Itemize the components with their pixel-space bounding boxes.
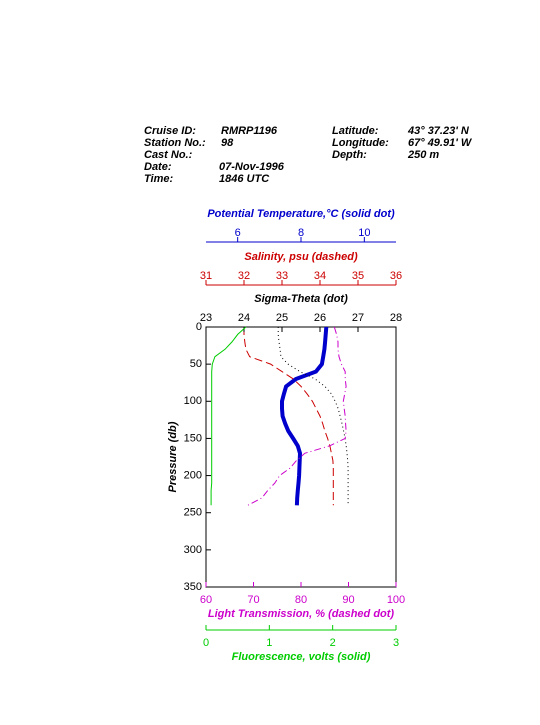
header-label: Latitude: (332, 125, 379, 137)
x-tick-label: 23 (200, 312, 212, 324)
header-label: Date: (144, 161, 172, 173)
y-tick-label: 0 (196, 321, 202, 333)
profile-line (277, 327, 349, 506)
profile-line (210, 326, 247, 506)
x-tick-label: 70 (247, 594, 259, 606)
x-tick-label: 10 (358, 227, 370, 239)
x-tick-label: 27 (352, 312, 364, 324)
x-tick-label: 31 (200, 270, 212, 282)
x-tick-label: 2 (330, 637, 336, 649)
x-axis-title: Light Transmission, % (dashed dot) (208, 608, 395, 620)
x-axis-title: Fluorescence, volts (solid) (232, 651, 371, 663)
header-label: Time: (144, 173, 173, 185)
x-tick-label: 90 (342, 594, 354, 606)
y-tick-label: 250 (184, 507, 202, 519)
x-tick-label: 34 (314, 270, 326, 282)
y-tick-label: 150 (184, 432, 202, 444)
x-tick-label: 24 (238, 312, 250, 324)
y-axis-label: Pressure (db) (167, 421, 179, 492)
x-tick-label: 36 (390, 270, 402, 282)
x-tick-label: 28 (390, 312, 402, 324)
header-value: 98 (221, 137, 234, 149)
x-tick-label: 25 (276, 312, 288, 324)
y-tick-label: 200 (184, 469, 202, 481)
header-value: 1846 UTC (219, 173, 270, 185)
x-tick-label: 1 (266, 637, 272, 649)
x-tick-label: 60 (200, 594, 212, 606)
header-label: Cruise ID: (144, 125, 196, 137)
x-tick-label: 33 (276, 270, 288, 282)
x-tick-label: 80 (295, 594, 307, 606)
x-axis-title: Sigma-Theta (dot) (254, 293, 348, 305)
x-tick-label: 100 (387, 594, 405, 606)
header-value: RMRP1196 (221, 125, 278, 137)
header-value: 250 m (407, 149, 439, 161)
y-tick-label: 350 (184, 581, 202, 593)
x-axis-title: Potential Temperature,°C (solid dot) (207, 208, 395, 220)
x-tick-label: 35 (352, 270, 364, 282)
x-tick-label: 3 (393, 637, 399, 649)
y-tick-label: 300 (184, 544, 202, 556)
header-label: Depth: (332, 149, 367, 161)
y-tick-label: 100 (184, 395, 202, 407)
header-label: Station No.: (144, 137, 206, 149)
header-label: Cast No.: (144, 149, 193, 161)
profile-line (243, 327, 334, 506)
header-value: 67° 49.91' W (408, 137, 473, 149)
x-tick-label: 26 (314, 312, 326, 324)
header-value: 43° 37.23' N (407, 125, 470, 137)
x-tick-label: 32 (238, 270, 250, 282)
x-tick-label: 6 (235, 227, 241, 239)
y-tick-label: 50 (190, 358, 202, 370)
x-tick-label: 8 (298, 227, 304, 239)
x-tick-label: 0 (203, 637, 209, 649)
header-label: Longitude: (332, 137, 389, 149)
profile-line (280, 326, 329, 506)
header-value: 07-Nov-1996 (219, 161, 285, 173)
profile-line (247, 326, 347, 506)
x-axis-title: Salinity, psu (dashed) (244, 251, 358, 263)
